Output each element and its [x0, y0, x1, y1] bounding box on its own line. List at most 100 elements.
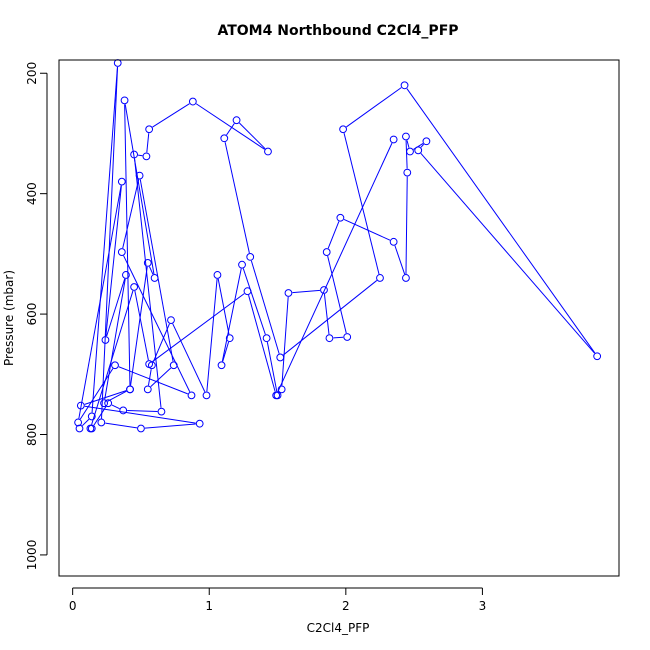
data-point — [157, 407, 166, 416]
data-point — [75, 424, 84, 433]
series-line-segment — [406, 140, 410, 148]
series-line-segment — [124, 104, 131, 386]
y-axis: 200 400 600 800 1000 — [25, 62, 48, 571]
series-line-segment — [134, 158, 162, 408]
x-tick-label: 3 — [479, 599, 487, 613]
series-line-segment — [127, 410, 158, 412]
series-line-segment — [206, 278, 218, 392]
data-point — [232, 116, 241, 125]
series-line-segment — [144, 423, 196, 429]
x-axis-label: C2Cl4_PFP — [307, 621, 370, 635]
series-line-segment — [420, 143, 425, 148]
data-point — [111, 361, 119, 370]
series-line-segment — [292, 289, 321, 294]
series-line-segment — [104, 278, 126, 400]
data-point — [262, 334, 271, 343]
series-line-segment — [111, 404, 120, 410]
y-tick-label: 200 — [25, 62, 39, 85]
plot-frame — [58, 59, 620, 577]
y-tick-label: 1000 — [25, 540, 39, 571]
series-line-segment — [84, 405, 196, 424]
series-line-segment — [81, 418, 90, 427]
series-line-segment — [124, 104, 155, 275]
data-point — [272, 391, 281, 400]
series-line-segment — [224, 142, 250, 254]
data-point — [117, 177, 126, 186]
series-line-segment — [248, 294, 276, 392]
data-point — [143, 259, 152, 267]
data-point — [130, 283, 139, 291]
series-line-segment — [91, 66, 118, 413]
series-line-segment — [150, 367, 172, 387]
series-line-segment — [283, 280, 378, 356]
data-point — [145, 125, 154, 134]
data-point — [202, 391, 211, 400]
series-line-segment — [406, 88, 596, 354]
series-line-segment — [130, 266, 148, 386]
data-point — [220, 134, 229, 143]
series-line-segment — [222, 341, 230, 362]
data-point — [376, 274, 384, 282]
data-point — [137, 424, 145, 433]
data-point — [320, 286, 328, 294]
data-point — [86, 424, 95, 433]
data-point — [117, 248, 126, 256]
series-line-segment — [152, 323, 170, 362]
data-point — [406, 147, 414, 156]
series-line-segment — [195, 103, 265, 150]
data-point — [402, 132, 410, 141]
data-point — [167, 316, 175, 325]
data-point — [402, 274, 410, 282]
data-point — [422, 137, 431, 146]
series-line-segment — [106, 278, 126, 337]
data-point — [325, 334, 334, 343]
data-point — [238, 260, 246, 269]
data-point — [135, 171, 144, 180]
data-point — [187, 391, 196, 400]
data-point — [145, 360, 154, 368]
data-point — [339, 125, 348, 134]
data-point — [403, 168, 412, 177]
data-point — [97, 418, 106, 427]
data-point — [246, 252, 255, 261]
series-line-segment — [242, 268, 266, 335]
x-axis: 0 1 2 3 — [69, 587, 487, 613]
series-line-segment — [152, 103, 190, 128]
series-line-segment — [323, 293, 330, 335]
data-point — [76, 401, 85, 410]
series-line-segment — [327, 255, 347, 334]
data-point — [122, 271, 130, 279]
data-point — [343, 333, 352, 341]
series-line-segment — [107, 390, 127, 402]
data-point — [195, 419, 204, 428]
data-point — [213, 271, 222, 279]
series-line-segment — [138, 154, 143, 157]
series-line-segment — [147, 369, 152, 386]
data-point — [264, 147, 272, 156]
series-line-segment — [79, 368, 114, 420]
series-line-segment — [221, 268, 242, 362]
series-line-segment — [281, 296, 289, 386]
series-line-segment — [327, 221, 340, 249]
y-tick-label: 400 — [25, 182, 39, 205]
data-point — [104, 399, 113, 408]
data-point — [74, 418, 83, 427]
data-point — [593, 352, 602, 361]
series-line-segment — [226, 123, 235, 136]
series-line-segment — [333, 336, 344, 339]
data-point — [243, 287, 252, 296]
series-line-segment — [420, 153, 595, 354]
series-line-segment — [91, 290, 134, 425]
y-tick-label: 600 — [25, 303, 39, 326]
data-point — [336, 213, 345, 222]
series-line-segment — [78, 185, 122, 419]
series-line-segment — [405, 176, 408, 274]
series-line-segment — [250, 260, 280, 354]
series-line-segment — [93, 406, 107, 426]
data-point — [126, 385, 134, 394]
series-line-segment — [148, 266, 154, 275]
data-point — [101, 336, 110, 344]
series-line-segment — [343, 218, 391, 241]
